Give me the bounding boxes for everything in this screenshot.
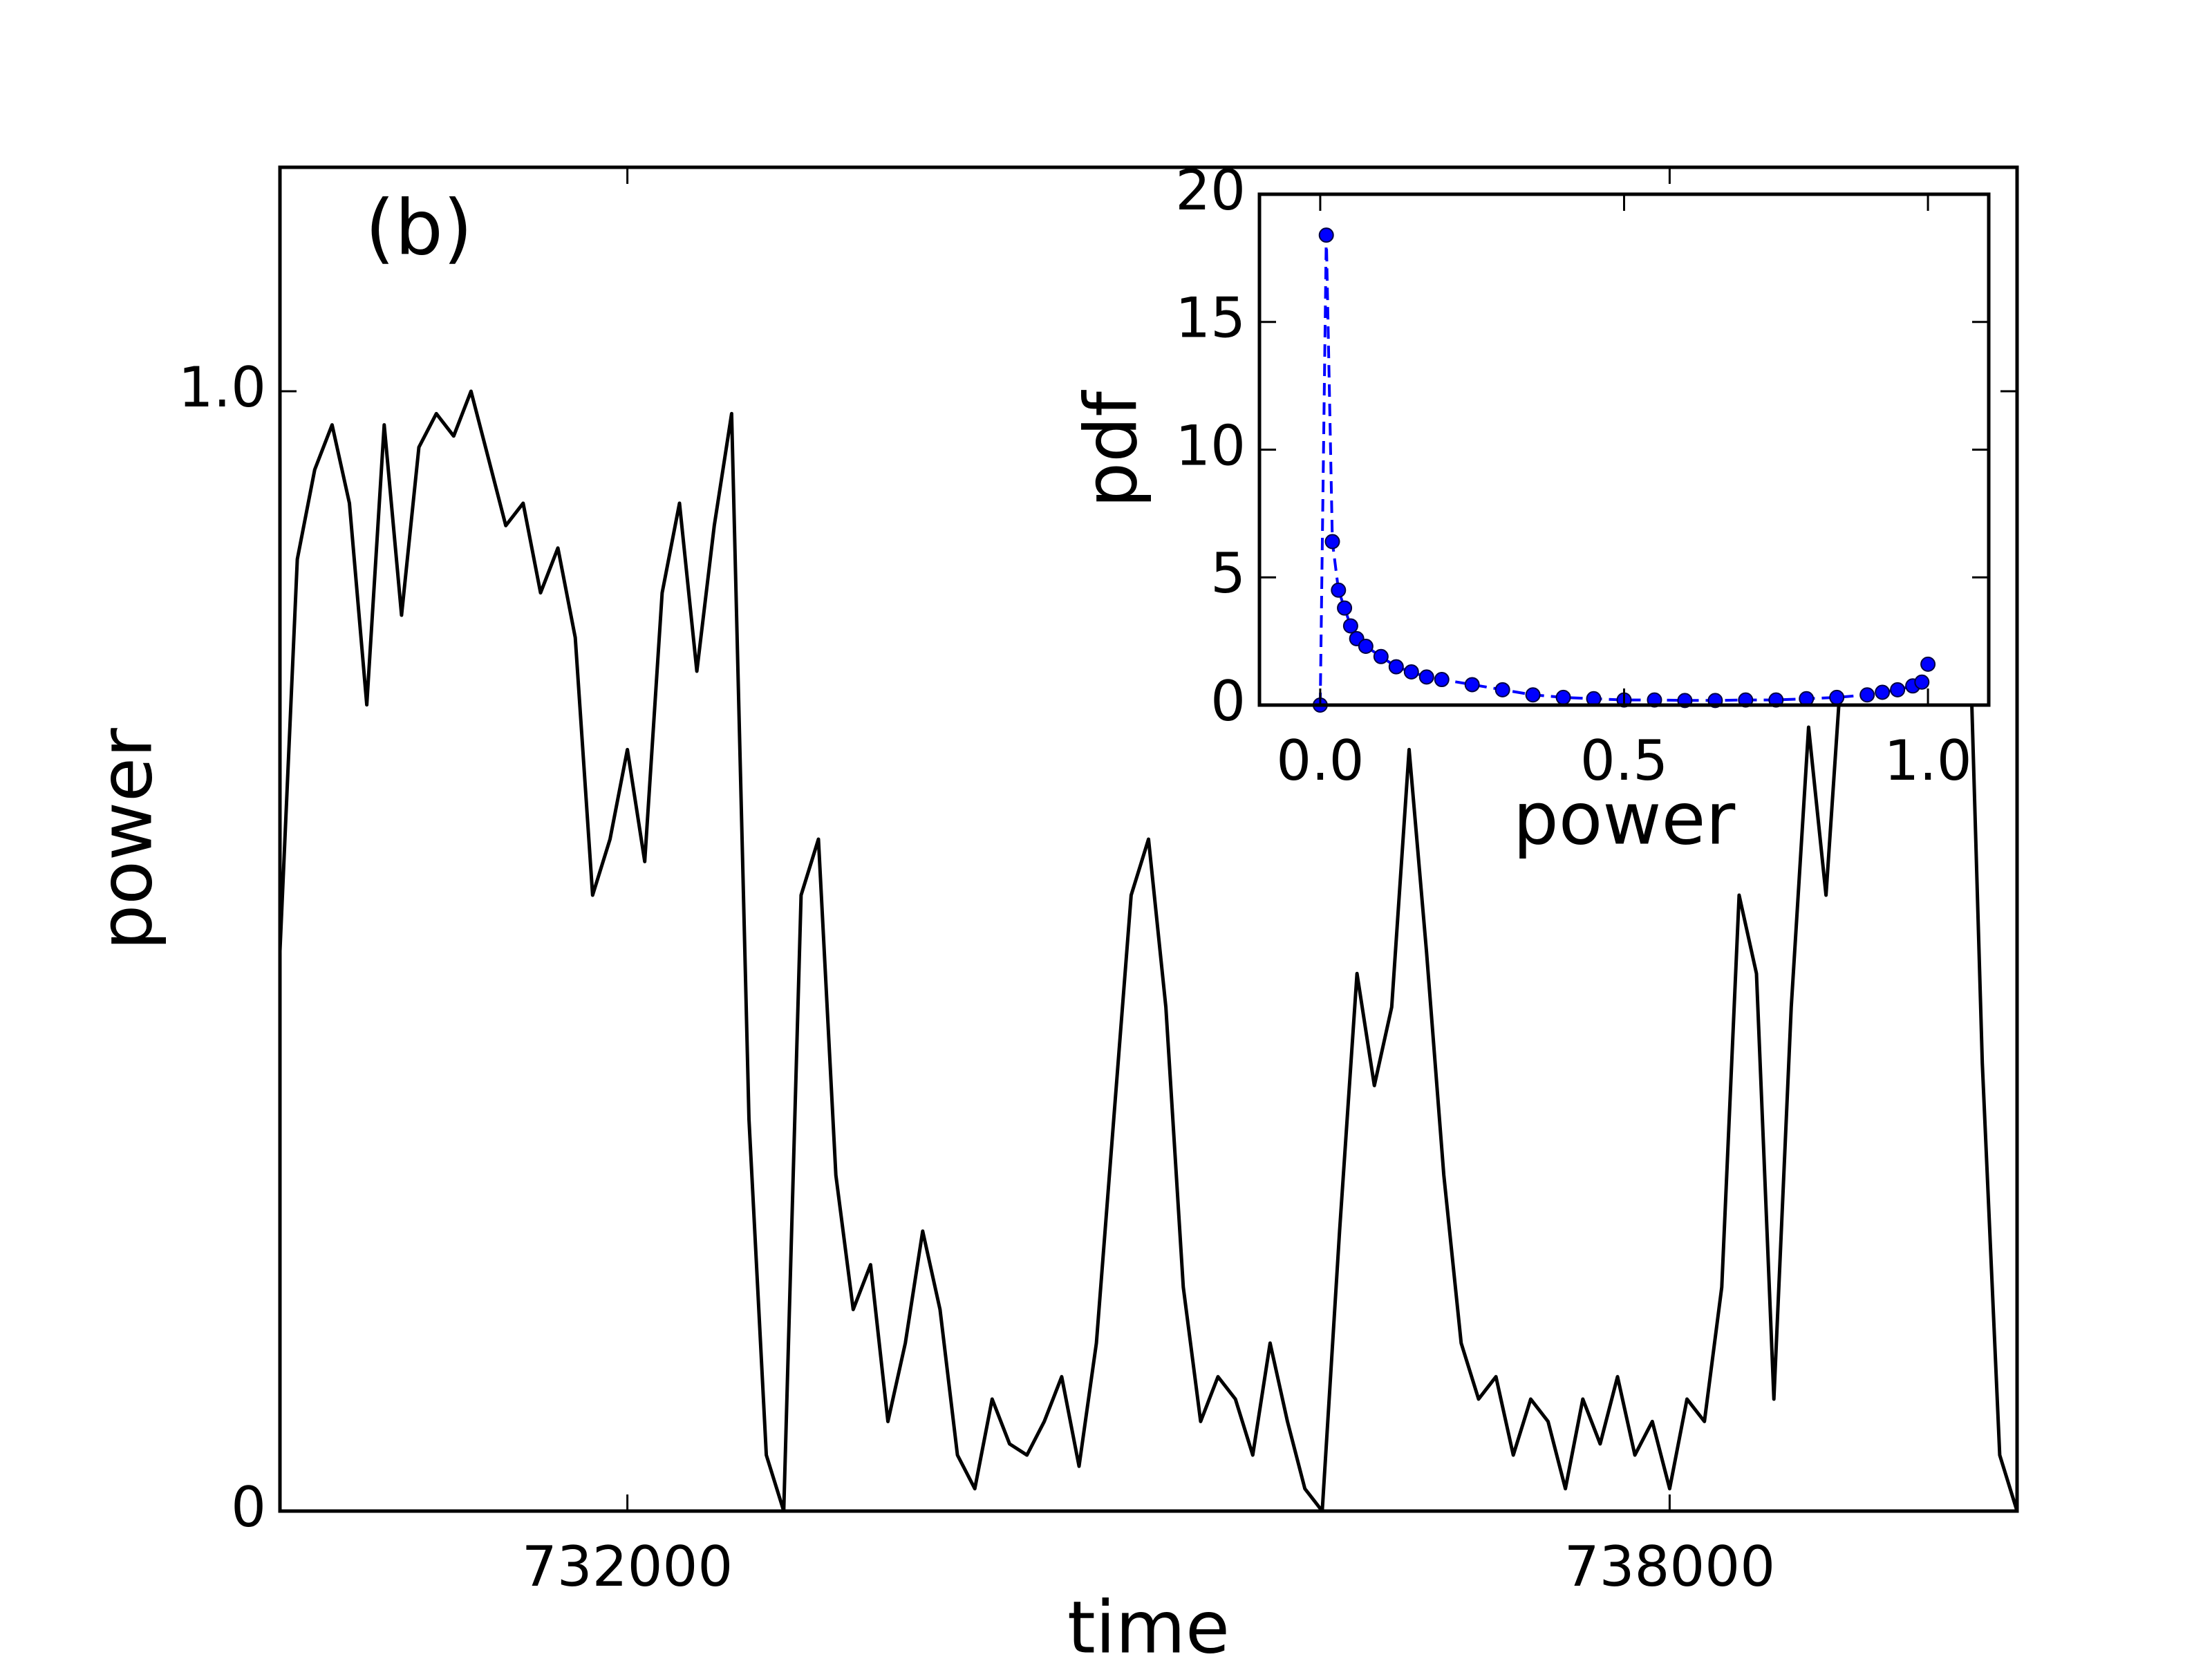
data-point bbox=[1494, 682, 1510, 697]
data-point bbox=[1859, 687, 1875, 703]
panel-label: (b) bbox=[365, 183, 473, 272]
y-tick-label: 5 bbox=[1210, 541, 1246, 606]
y-tick-label: 15 bbox=[1175, 286, 1246, 350]
data-line bbox=[280, 389, 2017, 1511]
data-point bbox=[1403, 664, 1419, 679]
data-point bbox=[1464, 677, 1480, 693]
data-point bbox=[1914, 674, 1930, 690]
data-point bbox=[1342, 618, 1358, 634]
x-tick-label: 0.0 bbox=[1276, 729, 1364, 793]
x-tick-label: 1.0 bbox=[1884, 729, 1971, 793]
data-point bbox=[1331, 582, 1347, 598]
y-tick-label: 10 bbox=[1175, 413, 1246, 478]
x-tick-label: 0.5 bbox=[1580, 729, 1668, 793]
data-point bbox=[1875, 684, 1891, 700]
x-axis-label: power bbox=[1513, 776, 1736, 861]
data-point bbox=[1525, 687, 1541, 703]
data-point bbox=[1373, 648, 1389, 664]
inset-chart: 0.0 0.5 1.0 0 5 10 15 20 power pdf bbox=[1069, 158, 1991, 861]
data-point bbox=[1324, 534, 1340, 550]
data-point bbox=[1418, 669, 1434, 685]
x-tick-label: 738000 bbox=[1564, 1535, 1775, 1599]
data-point bbox=[1555, 689, 1571, 705]
data-point bbox=[1434, 672, 1450, 688]
y-tick-label: 0 bbox=[231, 1475, 266, 1539]
data-point bbox=[1890, 682, 1906, 697]
data-point bbox=[1318, 227, 1334, 243]
plot-area bbox=[1259, 194, 1989, 705]
data-point bbox=[1337, 600, 1353, 616]
y-axis-label: power bbox=[84, 728, 168, 950]
data-point bbox=[1829, 689, 1845, 705]
y-axis-label: pdf bbox=[1069, 390, 1153, 508]
y-tick-label: 0 bbox=[1210, 669, 1246, 733]
data-point bbox=[1358, 639, 1374, 655]
axes-frame bbox=[278, 165, 2019, 1513]
y-tick-label: 1.0 bbox=[178, 355, 266, 420]
y-tick-label: 20 bbox=[1175, 158, 1246, 223]
x-tick-label: 732000 bbox=[522, 1535, 733, 1599]
data-point bbox=[1920, 656, 1936, 672]
x-axis-label: time bbox=[1067, 1585, 1230, 1659]
data-point bbox=[1388, 659, 1404, 675]
